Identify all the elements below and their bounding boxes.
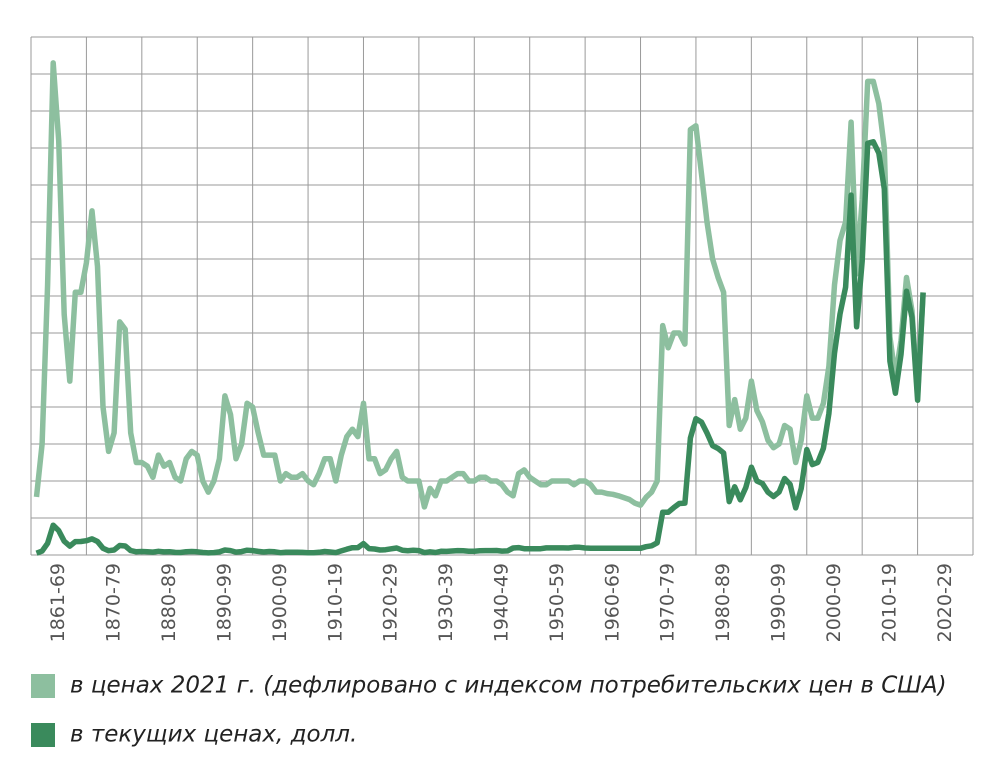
x-tick-label: 1980-89 — [712, 563, 734, 642]
x-tick-label: 1890-99 — [213, 563, 235, 642]
x-tick-label: 1900-09 — [269, 563, 291, 642]
legend-label: в ценах 2021 г. (дефлировано с индексом … — [70, 673, 947, 699]
x-tick-label: 1880-89 — [158, 563, 180, 642]
x-tick-label: 1910-19 — [324, 563, 346, 642]
x-tick-label: 1870-79 — [103, 563, 125, 642]
x-tick-label: 1990-99 — [768, 563, 790, 642]
x-tick-label: 1861-69 — [47, 563, 69, 642]
x-tick-label: 1970-79 — [657, 563, 679, 642]
x-tick-label: 2020-29 — [934, 563, 956, 642]
x-tick-label: 1940-49 — [491, 563, 513, 642]
x-tick-label: 1930-39 — [435, 563, 457, 642]
line-series — [35, 139, 926, 556]
x-tick-label: 2010-19 — [878, 563, 900, 642]
legend-swatch — [31, 674, 55, 698]
x-tick-label: 1960-69 — [601, 563, 623, 642]
legend-label: в текущих ценах, долл. — [70, 722, 357, 748]
x-tick-label: 1920-29 — [380, 563, 402, 642]
line-series — [33, 60, 926, 510]
legend-swatch — [31, 723, 55, 747]
x-tick-label: 2000-09 — [823, 563, 845, 642]
x-tick-label: 1950-59 — [546, 563, 568, 642]
